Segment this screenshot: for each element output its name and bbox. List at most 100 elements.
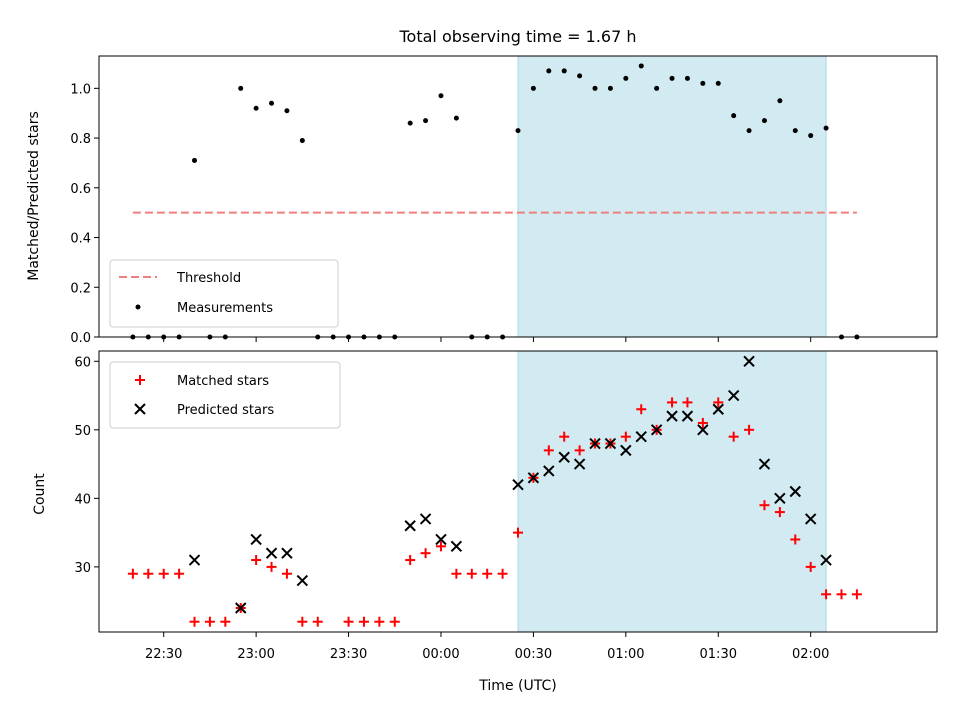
matched-point [389,616,400,627]
predicted-point [296,574,309,587]
predicted-point [743,355,755,367]
plot-frame [98,350,938,633]
legend-predicted-swatch [134,403,146,415]
measurement-point [438,93,444,99]
measurement-point [546,68,552,74]
matched-point [821,589,832,600]
legend-box [109,259,339,328]
measurement-point [238,85,244,91]
observing-window-span [517,350,827,633]
matched-point [127,568,138,579]
x-tick-label: 23:00 [237,647,274,662]
matched-point [774,507,785,518]
matched-point [497,568,508,579]
matched-point [682,397,693,408]
predicted-point [697,424,709,436]
y-tick-label: 0.0 [70,331,91,346]
predicted-point [188,554,201,566]
y-tick-label: 30 [74,561,91,576]
matched-point [435,541,446,552]
predicted-point [789,485,801,498]
matched-point [374,616,385,627]
matched-point [204,616,215,627]
measurement-point [638,63,644,69]
measurement-point [700,80,706,86]
x-tick-label: 00:00 [422,647,459,662]
bottom-y-axis-label: Count [32,473,48,515]
predicted-point [527,472,540,484]
y-tick-label: 0.4 [70,232,91,247]
measurement-point [746,128,752,134]
top-panel: 0.0 0.2 0.4 0.6 0.8 1.0 Threshold Measurements [70,55,938,346]
x-tick-label: 00:30 [515,647,552,662]
y-tick-label: 40 [74,492,91,507]
matched-point [759,500,770,511]
measurement-point [731,113,737,119]
predicted-point [820,554,832,566]
measurement-point [607,85,613,91]
matched-point [620,431,631,442]
predicted-point [450,540,463,553]
x-tick-label: 01:00 [607,647,644,662]
matched-point [513,527,523,538]
measurement-point [453,115,459,121]
y-tick-label: 50 [74,424,91,439]
x-axis-label: Time (UTC) [478,678,556,694]
matched-point [189,616,200,627]
legend: Matched stars Predicted stars [109,361,341,429]
matched-point [420,548,431,559]
predicted-point [604,437,617,450]
predicted-point [727,389,740,402]
matched-point [744,424,755,435]
x-tick-label: 22:30 [145,647,182,662]
matched-point [836,589,847,600]
matched-point [297,616,308,627]
predicted-point [543,465,555,477]
predicted-point [620,444,632,457]
measurement-point [561,68,567,74]
matched-point [851,589,862,600]
predicted-point [712,403,724,415]
measurement-point [623,75,629,81]
legend-box [109,361,341,429]
legend: Threshold Measurements [109,259,339,328]
matched-point [543,445,554,456]
series-matched-stars [127,397,862,627]
matched-point [405,555,416,566]
predicted-point [404,520,416,532]
matched-point [790,534,801,545]
top-y-axis-label: Matched/Predicted stars [26,111,42,281]
measurement-point [515,128,521,134]
measurement-point [669,75,675,81]
predicted-point [681,410,694,422]
measurement-point [423,118,429,124]
predicted-point [650,424,663,436]
measurement-point [284,108,290,114]
matched-point [158,568,169,579]
legend-matched-label: Matched stars [177,374,269,389]
y-tick-label: 60 [74,355,91,370]
matched-point [281,568,292,579]
matched-point [343,616,354,627]
predicted-point [265,547,278,559]
matched-point [697,417,708,428]
legend-measurements-swatch [135,304,141,310]
measurement-point [654,85,660,91]
measurement-point [777,98,783,104]
measurement-point [192,157,198,163]
matched-point [174,568,185,579]
matched-point [728,431,739,442]
measurement-point [253,105,259,111]
x-tick-label: 02:00 [792,647,829,662]
measurement-point [792,128,798,134]
predicted-point [281,547,293,559]
y-tick-label: 1.0 [70,82,91,97]
measurement-point [761,118,767,124]
matched-point [266,561,277,572]
x-tick-label: 01:30 [700,647,737,662]
predicted-point [558,451,570,463]
measurement-point [823,125,829,131]
chart-title: Total observing time = 1.67 h [398,27,636,46]
matched-point [143,568,154,579]
